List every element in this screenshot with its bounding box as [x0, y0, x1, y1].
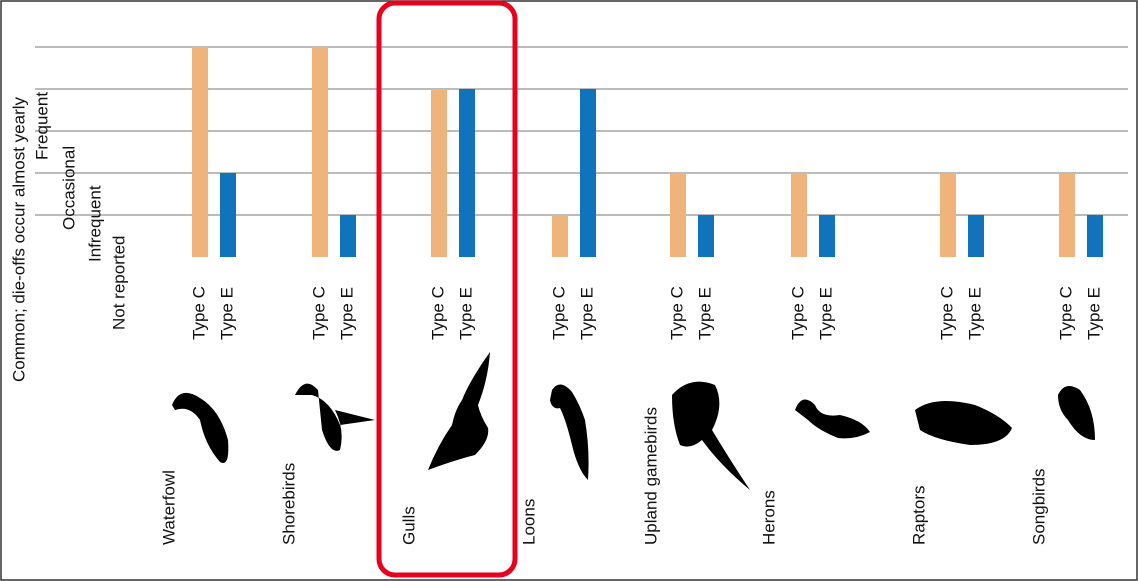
- series-label: Type C: [189, 286, 208, 340]
- bar: [968, 215, 984, 257]
- chart: Not reported Infrequent Occasional Frequent…: [0, 0, 1138, 581]
- bar: [431, 89, 447, 257]
- bar: [1087, 215, 1103, 257]
- series-label: Type E: [456, 287, 475, 340]
- category-label: Upland gamebirds: [641, 407, 660, 545]
- bar: [312, 47, 328, 257]
- series-label: Type C: [788, 286, 807, 340]
- y-tick-label: Not reported: [109, 236, 128, 331]
- series-label: Type C: [667, 286, 686, 340]
- bar: [670, 173, 686, 257]
- bar: [698, 215, 714, 257]
- series-label: Type E: [1084, 287, 1103, 340]
- series-label: Type C: [937, 286, 956, 340]
- category-label: Herons: [759, 490, 778, 545]
- series-label: Type E: [337, 287, 356, 340]
- bar: [580, 89, 596, 257]
- series-label: Type C: [309, 286, 328, 340]
- y-tick-label: Common; die-offs occur almost yearly: [9, 96, 28, 382]
- series-label: Type E: [816, 287, 835, 340]
- series-label: Type C: [1056, 286, 1075, 340]
- series-label: Type C: [549, 286, 568, 340]
- y-tick-label: Infrequent: [85, 185, 104, 262]
- category-label: Waterfowl: [159, 470, 178, 545]
- series-label: Type C: [428, 286, 447, 340]
- y-tick-label: Occasional: [59, 146, 78, 230]
- bar: [192, 47, 208, 257]
- bar: [1059, 173, 1075, 257]
- category-label: Gulls: [399, 506, 418, 545]
- series-label: Type E: [695, 287, 714, 340]
- bar: [220, 173, 236, 257]
- category-label: Raptors: [909, 485, 928, 545]
- bar: [791, 173, 807, 257]
- bar: [552, 215, 568, 257]
- series-label: Type E: [965, 287, 984, 340]
- bar: [819, 215, 835, 257]
- category-label: Shorebirds: [279, 463, 298, 545]
- y-tick-label: Frequent: [32, 92, 51, 160]
- series-label: Type E: [217, 287, 236, 340]
- category-label: Loons: [519, 499, 538, 545]
- bar: [459, 89, 475, 257]
- category-label: Songbirds: [1029, 468, 1048, 545]
- bar: [340, 215, 356, 257]
- series-label: Type E: [577, 287, 596, 340]
- bar: [940, 173, 956, 257]
